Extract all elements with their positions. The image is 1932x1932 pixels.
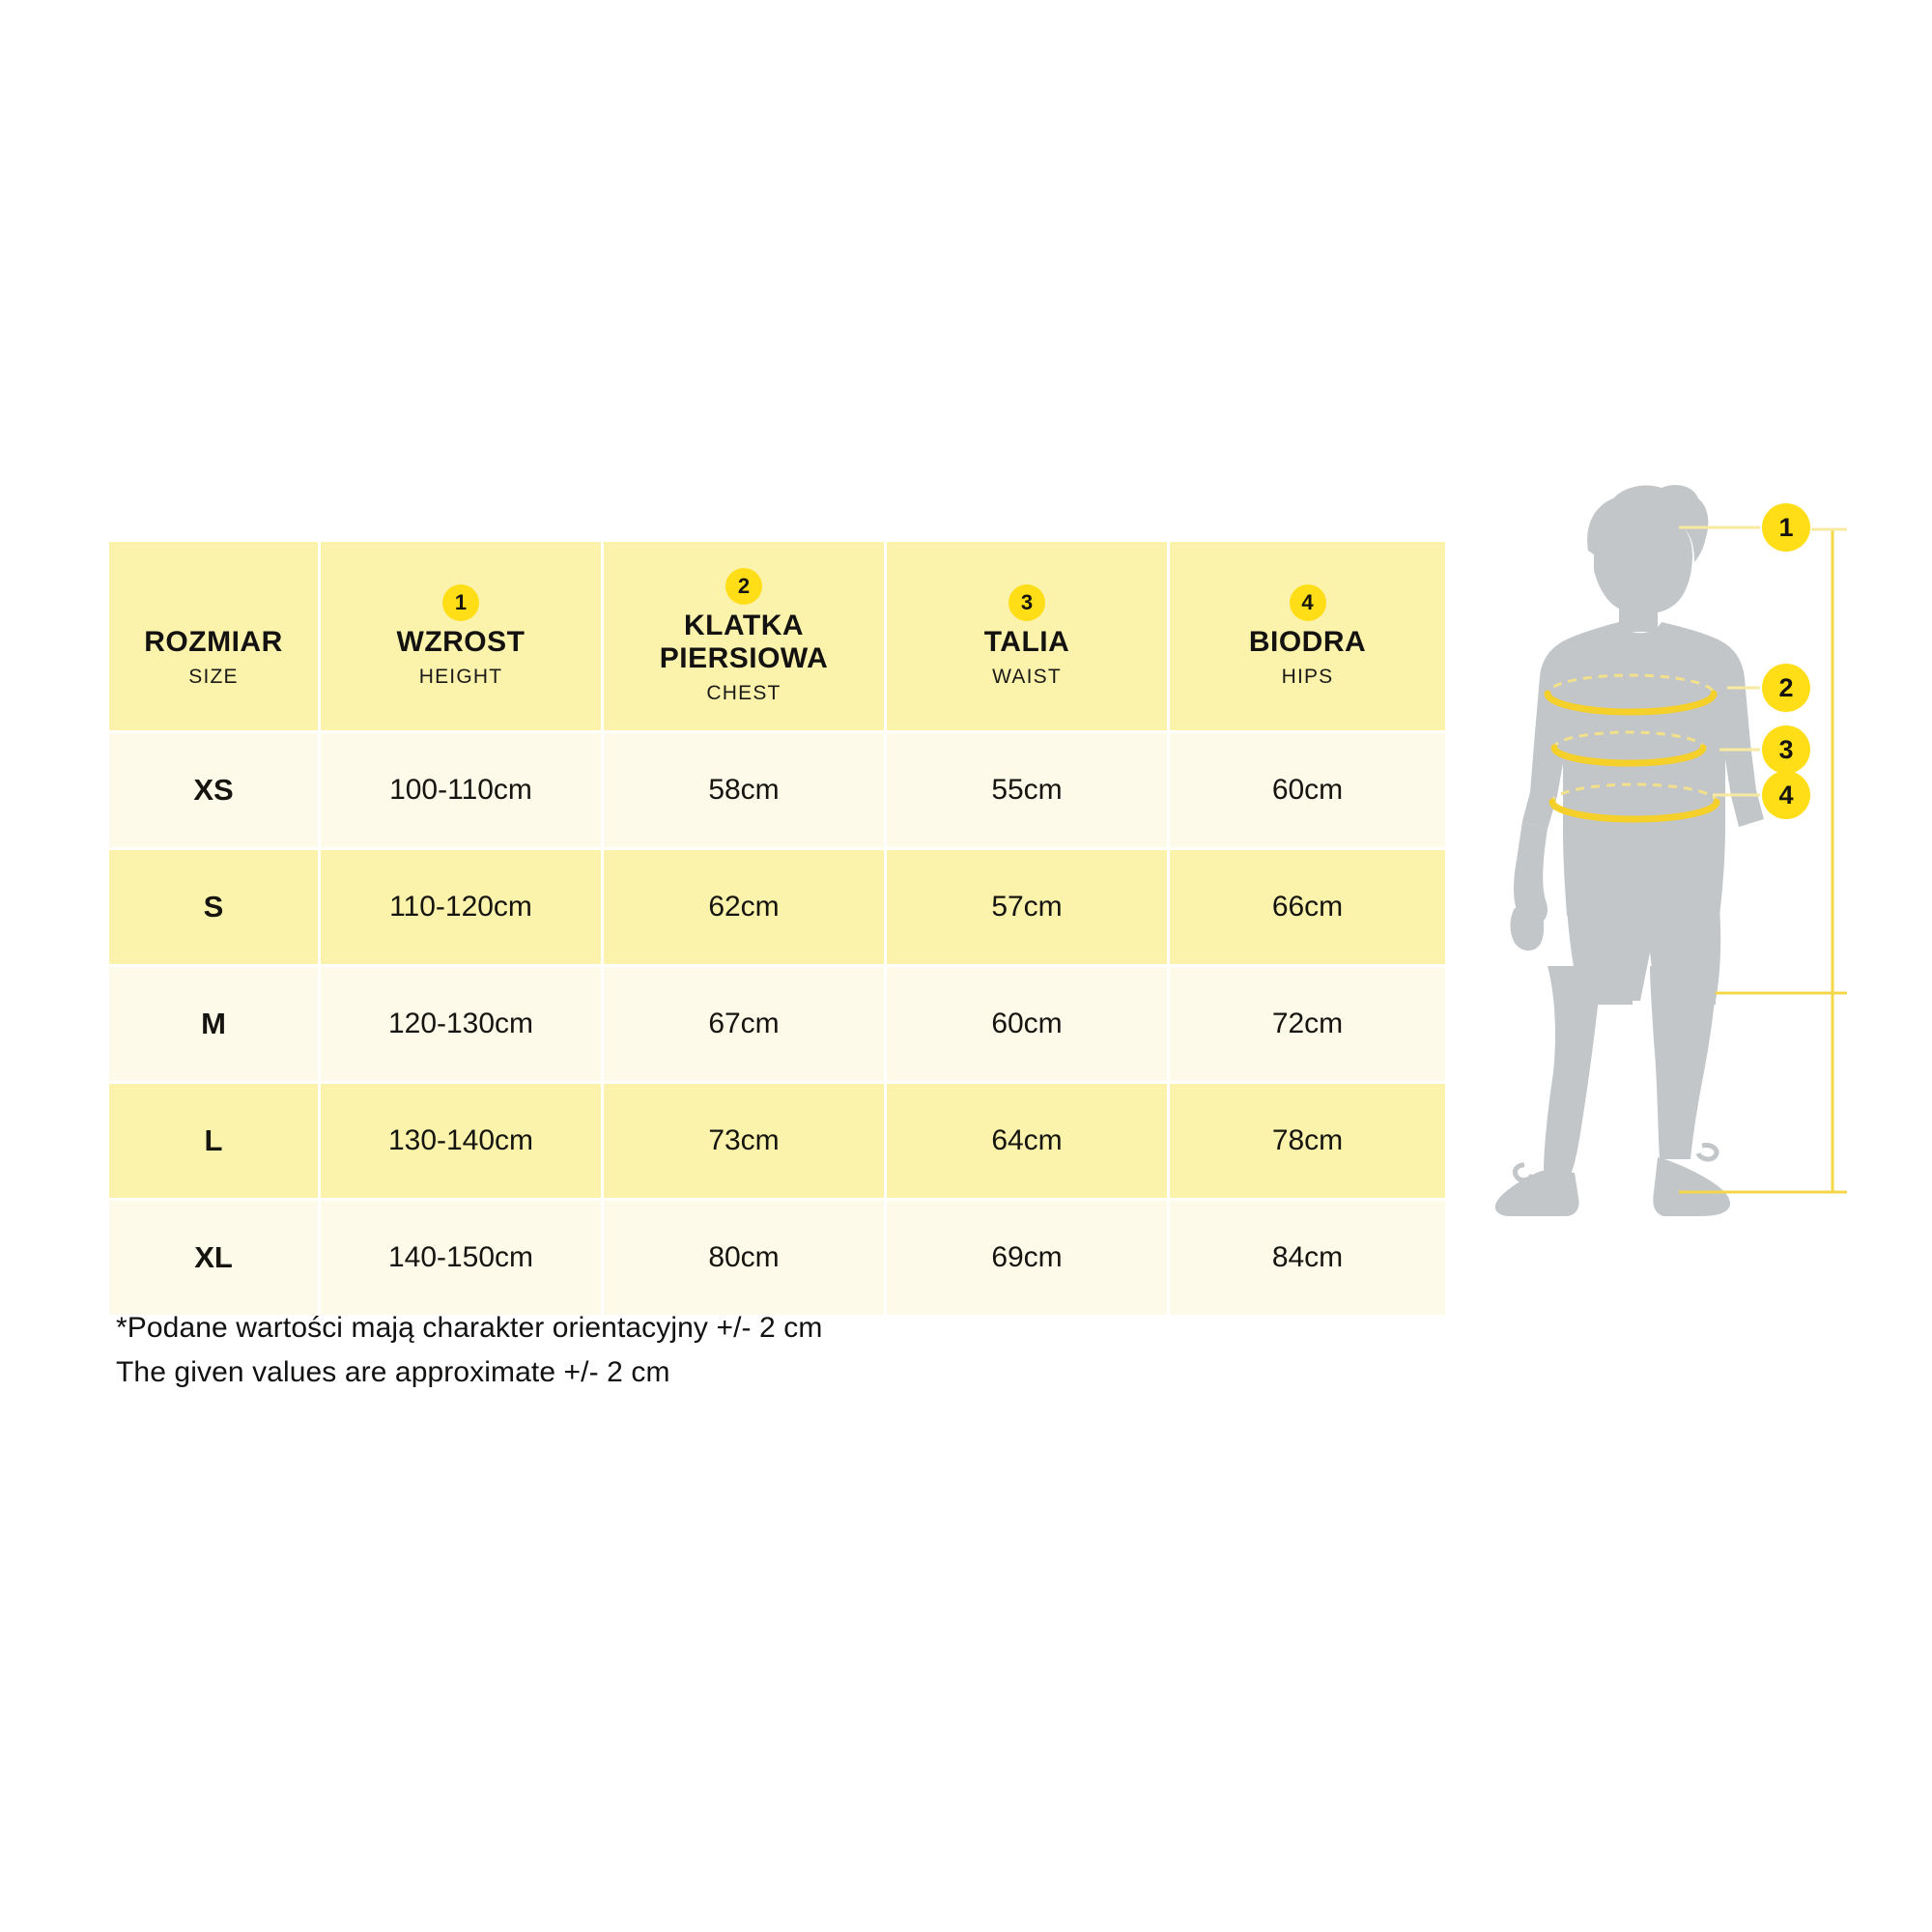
column-header-hips-pl: BIODRA (1248, 626, 1367, 659)
measurement-figure: 1 2 3 4 (1488, 406, 1932, 1005)
hips-measurement-ring (1548, 782, 1720, 823)
badge-wrap-height: 1 (328, 583, 593, 622)
column-header-waist-en: WAIST (992, 665, 1062, 688)
figure-badge-2: 2 (1762, 664, 1810, 712)
cell-size: XL (109, 1201, 318, 1315)
column-header-waist: 3 TALIA WAIST (887, 542, 1167, 730)
height-measure-line-lower (1679, 966, 1847, 1194)
footnote-line-pl: *Podane wartości mają charakter orientac… (116, 1312, 823, 1344)
badge-wrap-hips: 4 (1178, 583, 1437, 622)
figure-lower-body (1488, 966, 1932, 1217)
cell-waist: 69cm (887, 1201, 1167, 1315)
column-header-chest: 2 KLATKA PIERSIOWA CHEST (604, 542, 884, 730)
cell-height: 110-120cm (321, 850, 601, 964)
column-header-height-pl: WZROST (396, 626, 526, 659)
cell-hips: 72cm (1170, 967, 1445, 1081)
badge-2-icon: 2 (725, 568, 762, 606)
cell-height: 120-130cm (321, 967, 601, 1081)
child-lower-legs-icon (1494, 966, 1731, 1216)
cell-size: XS (109, 733, 318, 847)
child-silhouette-icon (1510, 485, 1764, 1001)
column-header-chest-pl-line1: KLATKA (683, 610, 805, 642)
table-row: S 110-120cm 62cm 57cm 66cm (109, 850, 1445, 964)
cell-chest: 67cm (604, 967, 884, 1081)
cell-hips: 60cm (1170, 733, 1445, 847)
column-header-chest-pl-line2: PIERSIOWA (659, 642, 829, 674)
cell-chest: 80cm (604, 1201, 884, 1315)
size-chart-table: ROZMIAR SIZE 1 WZROST HEIGHT 2 KLATKA PI… (106, 539, 1448, 1318)
cell-chest: 62cm (604, 850, 884, 964)
figure-badge-4-label: 4 (1778, 781, 1793, 810)
cell-height: 130-140cm (321, 1084, 601, 1198)
cell-waist: 55cm (887, 733, 1167, 847)
column-header-size-en: SIZE (188, 665, 239, 688)
cell-waist: 57cm (887, 850, 1167, 964)
figure-badge-3-label: 3 (1778, 735, 1793, 764)
cell-hips: 84cm (1170, 1201, 1445, 1315)
badge-wrap-waist: 3 (895, 583, 1159, 622)
column-header-hips-en: HIPS (1281, 665, 1334, 688)
column-header-height-en: HEIGHT (418, 665, 503, 688)
waist-measurement-ring (1550, 730, 1707, 767)
column-header-hips: 4 BIODRA HIPS (1170, 542, 1445, 730)
cell-waist: 60cm (887, 967, 1167, 1081)
badge-placeholder-size (117, 583, 310, 626)
table-row: XL 140-150cm 80cm 69cm 84cm (109, 1201, 1445, 1315)
table-header-row: ROZMIAR SIZE 1 WZROST HEIGHT 2 KLATKA PI… (109, 542, 1445, 730)
column-header-height: 1 WZROST HEIGHT (321, 542, 601, 730)
cell-hips: 78cm (1170, 1084, 1445, 1198)
column-header-size-pl: ROZMIAR (144, 626, 283, 659)
cell-hips: 66cm (1170, 850, 1445, 964)
leader-lines (1679, 526, 1760, 797)
figure-badge-1: 1 (1762, 503, 1810, 552)
badge-wrap-chest: 2 (611, 567, 876, 606)
cell-waist: 64cm (887, 1084, 1167, 1198)
column-header-size: ROZMIAR SIZE (109, 542, 318, 730)
footnote: *Podane wartości mają charakter orientac… (116, 1306, 822, 1394)
figure-badge-3: 3 (1762, 725, 1810, 774)
figure-badge-1-label: 1 (1778, 513, 1793, 542)
cell-chest: 73cm (604, 1084, 884, 1198)
cell-size: M (109, 967, 318, 1081)
cell-size: L (109, 1084, 318, 1198)
badge-4-icon: 4 (1289, 584, 1326, 622)
figure-badge-4: 4 (1762, 771, 1810, 819)
cell-height: 140-150cm (321, 1201, 601, 1315)
cell-size: S (109, 850, 318, 964)
cell-chest: 58cm (604, 733, 884, 847)
table-row: XS 100-110cm 58cm 55cm 60cm (109, 733, 1445, 847)
column-header-waist-pl: TALIA (983, 626, 1070, 659)
figure-badge-2-label: 2 (1778, 673, 1793, 702)
table-row: M 120-130cm 67cm 60cm 72cm (109, 967, 1445, 1081)
footnote-line-en: The given values are approximate +/- 2 c… (116, 1355, 670, 1388)
badge-1-icon: 1 (442, 584, 479, 622)
table-row: L 130-140cm 73cm 64cm 78cm (109, 1084, 1445, 1198)
cell-height: 100-110cm (321, 733, 601, 847)
badge-3-icon: 3 (1009, 584, 1045, 622)
chest-measurement-ring (1544, 673, 1718, 716)
column-header-chest-en: CHEST (706, 681, 781, 704)
